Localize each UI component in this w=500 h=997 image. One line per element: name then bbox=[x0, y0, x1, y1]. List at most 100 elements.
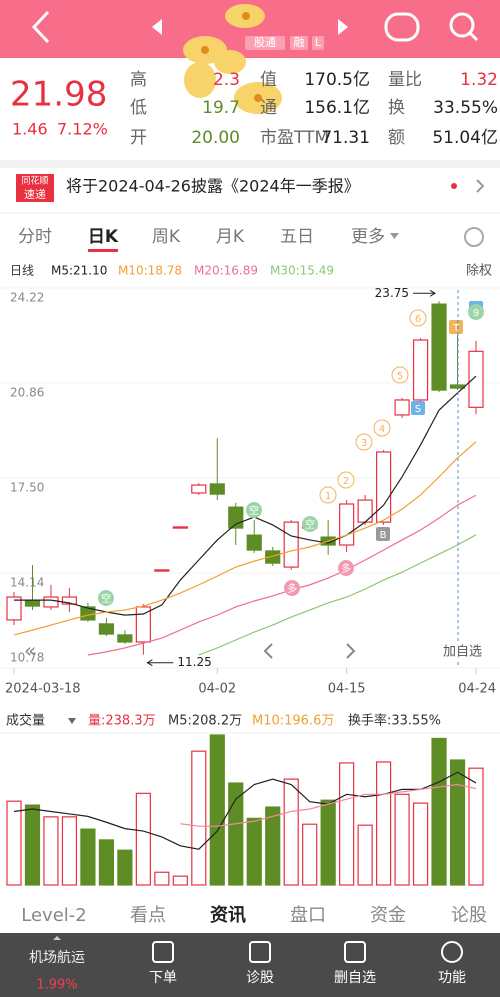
signal-marker bbox=[376, 527, 390, 541]
tab[interactable]: 分时 bbox=[18, 227, 52, 247]
signal-marker bbox=[338, 560, 354, 576]
nav-icon[interactable] bbox=[344, 941, 366, 963]
stat-value: 2.3 bbox=[213, 70, 240, 90]
subtabs: Level-2 看点 资讯 盘口 资金 论股 bbox=[21, 904, 487, 926]
candle-body bbox=[468, 350, 484, 408]
notice-text[interactable]: 将于2024-04-26披露《2024年一季报》 bbox=[66, 177, 360, 196]
subtab[interactable]: 论股 bbox=[451, 905, 487, 926]
ex-rights[interactable]: 除权 bbox=[466, 263, 492, 279]
volume-bar bbox=[98, 839, 115, 886]
stats: 高 2.3 值 170.5亿 量比 1.32 低 19.7 通 156.1亿换 33.55% 开 20.… bbox=[130, 70, 498, 148]
volume-bar bbox=[172, 875, 188, 886]
volume-bar bbox=[376, 761, 392, 886]
stat-label: 换 bbox=[388, 98, 405, 118]
candle-body bbox=[394, 399, 410, 416]
volume-bar bbox=[265, 806, 281, 886]
volume-bar bbox=[431, 737, 447, 886]
signal-label: T bbox=[452, 323, 460, 334]
min-arrow bbox=[146, 659, 174, 667]
robot-icon[interactable] bbox=[384, 12, 420, 42]
tab[interactable]: 更多 bbox=[351, 227, 385, 247]
volume-bar bbox=[339, 762, 355, 886]
subtab[interactable]: 资金 bbox=[370, 905, 406, 926]
candle-body bbox=[24, 599, 41, 607]
expand-icon bbox=[53, 936, 61, 940]
signal-marker bbox=[409, 309, 427, 327]
tab[interactable]: 日K bbox=[88, 227, 119, 247]
add-watch[interactable]: 加自选 bbox=[443, 645, 482, 660]
candle-body bbox=[209, 483, 225, 495]
stat-label: 市盈TTM bbox=[260, 128, 329, 148]
tab[interactable]: 五日 bbox=[280, 227, 314, 247]
separator bbox=[0, 160, 500, 168]
subtab[interactable]: 看点 bbox=[130, 905, 166, 926]
signal-label: 空 bbox=[305, 518, 315, 531]
stat-value: 156.1亿 bbox=[304, 98, 370, 118]
min-label: 11.25 bbox=[177, 655, 211, 669]
stat-label: 额 bbox=[388, 128, 405, 148]
volume-bar bbox=[80, 828, 96, 886]
subtab[interactable]: 资讯 bbox=[210, 904, 246, 926]
nav-item[interactable]: 功能 bbox=[438, 970, 466, 986]
dropdown-icon[interactable] bbox=[68, 718, 76, 724]
signal-label: 9 bbox=[473, 308, 479, 319]
notice-logo-text: 同花顺 bbox=[21, 175, 48, 187]
max-label: 23.75 bbox=[375, 286, 409, 300]
stat-label: 量比 bbox=[388, 70, 422, 90]
nav-icon[interactable] bbox=[152, 941, 174, 963]
nav-item[interactable]: 删自选 bbox=[334, 970, 376, 986]
tab[interactable]: 月K bbox=[216, 227, 245, 247]
back-button[interactable] bbox=[31, 10, 50, 44]
volume-bar bbox=[209, 734, 225, 886]
subtab[interactable]: 盘口 bbox=[290, 905, 326, 926]
signal-label: 3 bbox=[361, 438, 367, 449]
change-pct: 7.12% bbox=[57, 120, 108, 139]
volume-legend-item: 换手率:33.55% bbox=[348, 713, 441, 729]
pan-left-fast[interactable]: « bbox=[24, 639, 36, 663]
search-icon[interactable] bbox=[468, 31, 479, 42]
dropdown-icon[interactable] bbox=[390, 233, 399, 239]
signal-label: 5 bbox=[397, 371, 403, 382]
ma-label: M20:16.89 bbox=[194, 264, 258, 278]
signal-marker bbox=[355, 433, 373, 451]
volume-ma-line bbox=[180, 783, 477, 827]
notice-arrow[interactable] bbox=[476, 179, 485, 193]
volume-bar bbox=[283, 778, 299, 886]
y-tick-label: 14.14 bbox=[10, 576, 44, 590]
volume-bar bbox=[412, 802, 429, 886]
nav-icon[interactable] bbox=[249, 941, 271, 963]
next-stock[interactable] bbox=[338, 19, 348, 35]
candle-body bbox=[135, 606, 151, 643]
badge bbox=[312, 36, 324, 50]
signal-label: B bbox=[380, 530, 387, 541]
sector-name[interactable]: 机场航运 bbox=[29, 950, 85, 966]
candle-body bbox=[117, 634, 133, 643]
volume-bar bbox=[6, 800, 22, 886]
x-tick-label: 2024-03-18 bbox=[5, 682, 81, 697]
pan-right[interactable] bbox=[346, 643, 356, 659]
search-icon[interactable] bbox=[449, 12, 475, 38]
signal-marker bbox=[411, 401, 425, 415]
volume-bar bbox=[191, 750, 207, 886]
pan-left[interactable] bbox=[263, 643, 273, 659]
ma-line bbox=[198, 534, 477, 656]
subtab[interactable]: Level-2 bbox=[21, 905, 86, 926]
nav-icon[interactable] bbox=[441, 941, 463, 963]
volume-bar bbox=[117, 849, 133, 886]
volume-bar bbox=[24, 804, 41, 886]
tab[interactable]: 周K bbox=[152, 227, 181, 247]
signal-label: 多 bbox=[287, 582, 297, 595]
nav-item[interactable]: 诊股 bbox=[246, 970, 274, 986]
settings-icon[interactable] bbox=[464, 227, 484, 247]
ma-label: M5:21.10 bbox=[51, 264, 107, 278]
volume-bar bbox=[468, 767, 484, 886]
candle-body bbox=[412, 339, 429, 401]
ma-label: M10:18.78 bbox=[118, 264, 182, 278]
prev-stock[interactable] bbox=[152, 19, 162, 35]
decoration-flowers bbox=[183, 4, 282, 114]
nav-item[interactable]: 下单 bbox=[149, 970, 177, 986]
x-tick-label: 04-24 bbox=[458, 682, 496, 697]
signal-marker bbox=[468, 304, 484, 320]
